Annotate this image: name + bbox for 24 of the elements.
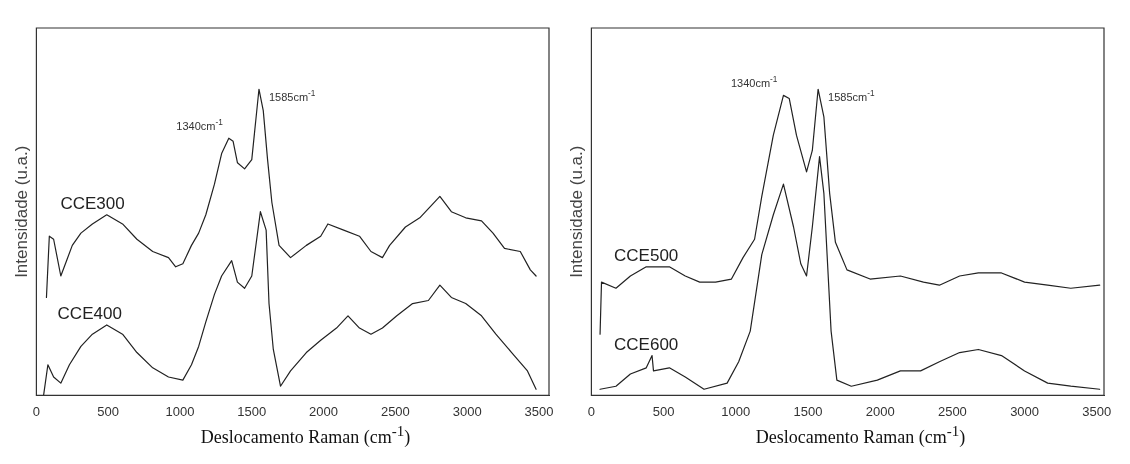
- x-tick-label: 1000: [721, 403, 751, 419]
- series-label: CCE500: [614, 245, 679, 265]
- x-tick-label: 2000: [865, 403, 895, 419]
- y-axis-title: Intensidade (u.a.): [566, 145, 586, 278]
- x-tick-label: 2500: [937, 403, 967, 419]
- x-axis-title: Deslocamento Raman (cm$^{-1}$): [754, 423, 967, 448]
- x-tick-label: 2000: [309, 403, 339, 419]
- x-tick-label: 500: [97, 403, 120, 419]
- x-tick-label: 1500: [793, 403, 823, 419]
- y-axis-title: Intensidade (u.a.): [11, 145, 31, 278]
- x-tick-label: 1000: [165, 403, 195, 419]
- series-label: CCE300: [60, 193, 125, 213]
- x-tick-label: 1500: [237, 403, 267, 419]
- x-tick-label: 3000: [452, 403, 482, 419]
- x-tick-label: 3000: [1010, 403, 1040, 419]
- x-tick-label: 3500: [1082, 403, 1112, 419]
- x-tick-label: 3500: [524, 403, 554, 419]
- x-tick-label: 0: [32, 403, 41, 419]
- x-tick-label: 0: [587, 403, 596, 419]
- series-label: CCE400: [57, 303, 122, 323]
- x-axis-title: Deslocamento Raman (cm$^{-1}$): [199, 423, 412, 448]
- series-label: CCE600: [614, 334, 679, 354]
- x-tick-label: 2500: [380, 403, 410, 419]
- x-tick-label: 500: [652, 403, 675, 419]
